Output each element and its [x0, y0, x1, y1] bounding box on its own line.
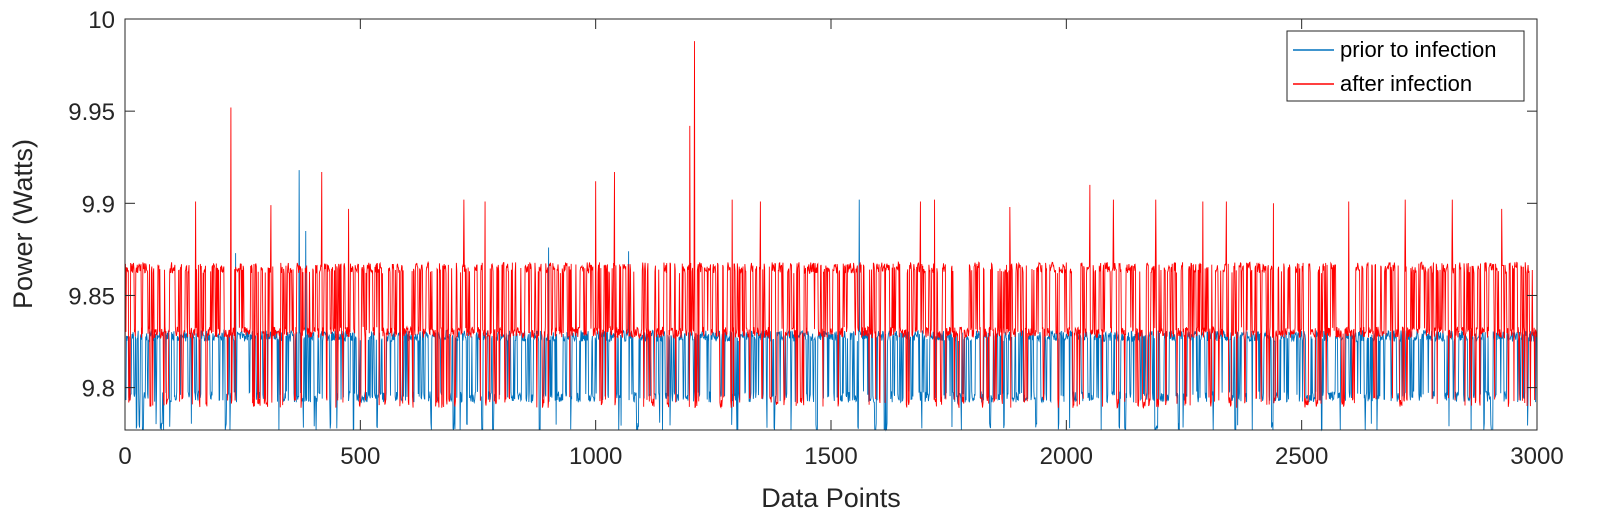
x-tick-label-4: 2000	[1040, 443, 1093, 470]
series-layer	[124, 41, 1537, 432]
legend-label-after: after infection	[1340, 71, 1472, 96]
x-tick-label-5: 2500	[1275, 443, 1328, 470]
legend: prior to infection after infection	[1286, 30, 1525, 102]
x-tick-label-1: 500	[340, 443, 380, 470]
y-axis-label: Power (Watts)	[8, 139, 38, 309]
x-tick-label-0: 0	[118, 443, 131, 470]
x-tick-label-6: 3000	[1510, 443, 1563, 470]
legend-box	[1286, 30, 1525, 102]
y-tick-label-1: 9.85	[68, 283, 115, 310]
y-tick-label-2: 9.9	[82, 191, 115, 218]
y-tick-label-3: 9.95	[68, 99, 115, 126]
x-axis: 0 500 1000 1500 2000 2500 3000	[118, 19, 1564, 470]
x-axis-label: Data Points	[761, 483, 901, 513]
series-line-after-infection	[124, 41, 1537, 409]
x-tick-label-2: 1000	[569, 443, 622, 470]
x-tick-label-3: 1500	[804, 443, 857, 470]
y-tick-label-4: 10	[88, 7, 115, 34]
series-line-prior-to-infection	[124, 170, 1537, 432]
y-axis: 9.8 9.85 9.9 9.95 10	[68, 7, 1537, 403]
y-tick-label-0: 9.8	[82, 376, 115, 403]
legend-label-prior: prior to infection	[1340, 37, 1497, 62]
